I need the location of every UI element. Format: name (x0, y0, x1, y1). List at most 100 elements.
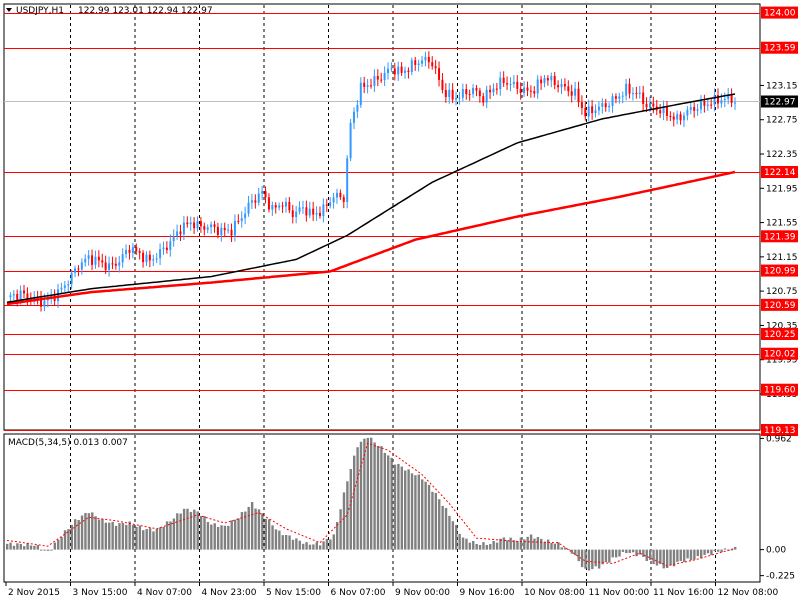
macd-panel-frame (3, 433, 761, 583)
candle-body (597, 106, 600, 111)
macd-bar (441, 505, 444, 550)
macd-bar (475, 544, 478, 550)
candle-body (720, 100, 723, 104)
candle-body (699, 101, 702, 110)
candle-body (94, 256, 97, 265)
ohlc-readout: 122.99 123.01 122.94 122.97 (78, 6, 213, 16)
macd-bar (247, 506, 250, 550)
macd-bar (322, 541, 325, 550)
candle-body (148, 254, 151, 261)
macd-bar (472, 540, 475, 550)
macd-bar (434, 492, 438, 550)
ma-red-line (6, 170, 736, 306)
macd-bar (359, 441, 363, 550)
candle-body (580, 102, 583, 108)
candle-body (444, 89, 447, 98)
candle-body (363, 82, 366, 87)
candle-body (438, 68, 441, 80)
macd-bar (417, 474, 421, 550)
candle-body (669, 115, 672, 117)
candle-body (312, 208, 315, 215)
macd-bar (84, 512, 87, 550)
macd-bar (9, 542, 12, 550)
macd-bar (70, 524, 74, 550)
candle-body (424, 56, 427, 61)
candle-body (642, 92, 645, 105)
candle-body (387, 68, 390, 74)
candle-body (169, 241, 172, 250)
macd-bar (165, 521, 169, 550)
candle-body (271, 205, 274, 210)
macd-bar (363, 438, 366, 550)
macd-bar (23, 546, 26, 550)
candle-body (366, 85, 369, 87)
macd-bar (642, 549, 645, 557)
macd-bar (574, 549, 577, 556)
macd-bar (261, 513, 264, 550)
level-label-box (761, 166, 798, 178)
macd-bar (458, 533, 461, 550)
candle-body (295, 211, 298, 218)
macd-bar (135, 526, 138, 550)
time-label: 6 Nov 07:00 (331, 588, 386, 598)
candle-body (611, 96, 614, 106)
candle-body (145, 254, 148, 263)
macd-bar (305, 542, 308, 550)
candle-body (492, 88, 495, 93)
candle-body (162, 247, 165, 250)
macd-bar (335, 521, 339, 550)
macd-bar (604, 549, 608, 563)
candle-body (284, 201, 287, 207)
macd-bar (40, 549, 43, 551)
macd-bar (570, 549, 574, 554)
macd-bar (676, 549, 679, 562)
macd-bar (118, 523, 121, 550)
candle-body (625, 83, 628, 96)
macd-bar (502, 537, 506, 550)
macd-bar (492, 540, 495, 550)
macd-bar (46, 549, 50, 551)
macd-bar (730, 549, 733, 551)
candle-body (216, 226, 219, 236)
macd-bar (543, 541, 546, 550)
macd-bar (393, 464, 397, 550)
candle-body (359, 82, 362, 106)
candle-body (33, 297, 36, 301)
time-label: 4 Nov 23:00 (202, 588, 257, 598)
macd-bar (397, 463, 400, 550)
candle-body (240, 218, 243, 222)
dropdown-triangle-icon[interactable] (6, 8, 12, 12)
macd-bar (12, 545, 16, 550)
level-label-text: 120.25 (764, 330, 796, 340)
macd-bar (611, 549, 614, 558)
macd-bar (387, 455, 390, 550)
candle-body (665, 106, 668, 116)
macd-bar (108, 522, 111, 550)
time-label: 12 Nov 08:00 (718, 588, 779, 598)
macd-bar (267, 519, 271, 550)
macd-bar (665, 549, 669, 568)
candle-body (472, 88, 475, 95)
macd-bar (230, 520, 233, 550)
macd-bar (546, 539, 550, 550)
symbol-label: USDJPY,H1 (16, 6, 64, 16)
macd-bar (373, 442, 376, 550)
macd-bar (138, 525, 142, 550)
candle-body (441, 79, 444, 90)
macd-bar (366, 437, 369, 550)
candle-body (23, 290, 26, 294)
candle-body (16, 294, 19, 300)
ma-black-line (6, 93, 736, 304)
macd-bar (315, 542, 318, 550)
candle-body (60, 287, 63, 290)
candle-body (659, 110, 662, 114)
candle-body (9, 295, 12, 298)
candle-body (237, 220, 240, 222)
macd-bar (499, 538, 502, 550)
candle-body (91, 255, 94, 265)
level-label-box (761, 41, 798, 54)
macd-bar (553, 543, 557, 550)
candle-body (713, 95, 716, 105)
